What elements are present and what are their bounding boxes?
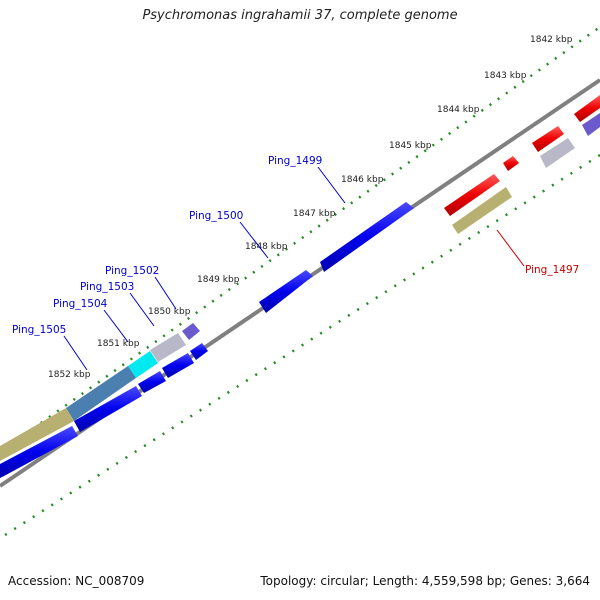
- gene-ping-1497: [452, 187, 512, 234]
- label-ping-1497[interactable]: Ping_1497: [525, 264, 579, 276]
- gene-blue-r4: [162, 353, 194, 378]
- label-ping-1499[interactable]: Ping_1499: [268, 155, 322, 167]
- gene-ping-1505: [66, 366, 136, 421]
- leader-ping-1505: [63, 335, 88, 371]
- gene-khaki-left: [0, 408, 74, 461]
- tick-label-1851: 1851 kbp: [97, 339, 140, 349]
- gene-blue-r5: [190, 343, 208, 360]
- gene-ping-1500: [259, 270, 313, 313]
- leader-ping-1500: [239, 221, 269, 259]
- leader-ping-1499: [317, 166, 346, 204]
- tick-label-1848: 1848 kbp: [245, 242, 288, 252]
- gene-red-1: [444, 174, 500, 216]
- label-ping-1500[interactable]: Ping_1500: [189, 210, 243, 222]
- inner-tick-track: [4, 153, 600, 537]
- map-title: Psychromonas ingrahamii 37, complete gen…: [142, 8, 458, 23]
- gene-blue-r3: [138, 371, 166, 393]
- leader-ping-1504: [103, 309, 129, 343]
- tick-label-1852: 1852 kbp: [48, 370, 91, 380]
- label-ping-1505[interactable]: Ping_1505: [12, 324, 66, 336]
- tick-label-1849: 1849 kbp: [197, 275, 240, 285]
- leader-ping-1503: [129, 292, 155, 327]
- tick-label-1846: 1846 kbp: [341, 175, 384, 185]
- outer-tick-track: [0, 25, 600, 454]
- gene-blue-r1: [0, 426, 78, 478]
- topology-text: Topology: circular; Length: 4,559,598 bp…: [260, 574, 590, 588]
- gene-ping-1504: [128, 351, 158, 378]
- label-ping-1503[interactable]: Ping_1503: [80, 281, 134, 293]
- gene-red-4: [574, 95, 600, 122]
- gene-blue-r2: [74, 386, 142, 432]
- label-ping-1502[interactable]: Ping_1502: [105, 265, 159, 277]
- gene-ping-1503: [150, 333, 186, 362]
- leader-ping-1497: [496, 229, 525, 267]
- tick-label-1850: 1850 kbp: [148, 307, 191, 317]
- tick-label-1847: 1847 kbp: [293, 209, 336, 219]
- gene-ping-1502: [182, 323, 200, 340]
- accession-text: Accession: NC_008709: [8, 574, 145, 588]
- tick-label-1842: 1842 kbp: [530, 35, 573, 45]
- gene-gray-r: [540, 138, 575, 168]
- gene-red-3: [532, 126, 564, 152]
- leader-ping-1502: [154, 276, 177, 310]
- gene-ping-1499: [320, 202, 414, 272]
- reverse-genes: [0, 113, 600, 478]
- tick-label-1845: 1845 kbp: [389, 141, 432, 151]
- gene-purple-r: [582, 113, 600, 136]
- forward-genes: [0, 95, 600, 461]
- label-ping-1504[interactable]: Ping_1504: [53, 298, 108, 310]
- tick-label-1843: 1843 kbp: [484, 71, 527, 81]
- tick-label-1844: 1844 kbp: [437, 105, 480, 115]
- gene-red-2: [503, 156, 519, 171]
